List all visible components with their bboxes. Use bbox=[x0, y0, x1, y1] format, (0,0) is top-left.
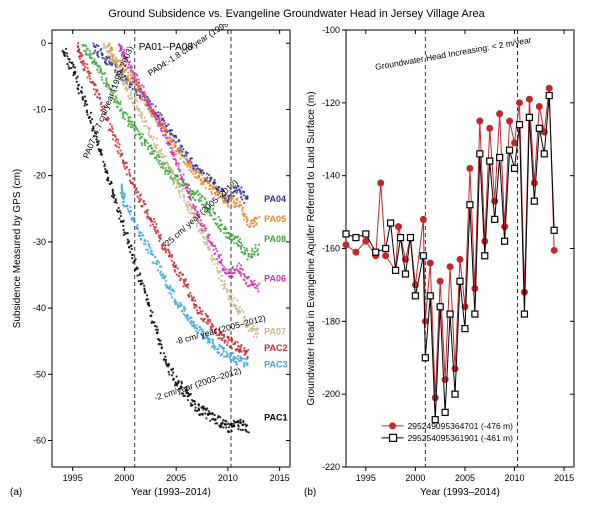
svg-text:PA06: PA06 bbox=[264, 274, 286, 284]
svg-text:2000: 2000 bbox=[114, 473, 134, 483]
panel-a: 1995 2000 2005 2010 2015 0 -10 -20 -30 -40 -50 -60 Y… bbox=[8, 24, 298, 499]
svg-text:-100: -100 bbox=[322, 25, 340, 35]
svg-text:-200: -200 bbox=[322, 389, 340, 399]
svg-text:2015: 2015 bbox=[270, 473, 290, 483]
svg-text:-120: -120 bbox=[322, 98, 340, 108]
svg-text:PA04: PA04 bbox=[264, 194, 286, 204]
svg-text:-40: -40 bbox=[33, 303, 46, 313]
svg-text:-220: -220 bbox=[322, 462, 340, 472]
svg-text:PAC3: PAC3 bbox=[264, 360, 287, 370]
svg-text:-160: -160 bbox=[322, 244, 340, 254]
svg-text:1995: 1995 bbox=[63, 473, 83, 483]
svg-text:2005: 2005 bbox=[166, 473, 186, 483]
svg-text:PAC2: PAC2 bbox=[264, 343, 287, 353]
svg-text:2010: 2010 bbox=[505, 473, 525, 483]
groundwater-chart: 1995 2000 2005 2010 2015 -100 -120 -140 -160 -180… bbox=[302, 24, 582, 499]
subsidence-chart: 1995 2000 2005 2010 2015 0 -10 -20 -30 -40 -50 -60 Y… bbox=[8, 24, 298, 499]
svg-text:2010: 2010 bbox=[218, 473, 238, 483]
svg-text:Year (1993–2014): Year (1993–2014) bbox=[131, 487, 211, 498]
svg-text:-180: -180 bbox=[322, 316, 340, 326]
panels: 1995 2000 2005 2010 2015 0 -10 -20 -30 -40 -50 -60 Y… bbox=[8, 24, 585, 499]
chart-title: Ground Subsidence vs. Evangeline Groundw… bbox=[8, 8, 585, 20]
panel-b: 1995 2000 2005 2010 2015 -100 -120 -140 -160 -180… bbox=[302, 24, 582, 499]
svg-text:Subsidence Measured by GPS (cm: Subsidence Measured by GPS (cm) bbox=[12, 169, 23, 329]
svg-text:(a): (a) bbox=[10, 487, 22, 498]
svg-text:(b): (b) bbox=[304, 487, 316, 498]
svg-text:295254095361901 (-461 m): 295254095361901 (-461 m) bbox=[408, 433, 514, 443]
svg-text:-10: -10 bbox=[33, 104, 46, 114]
svg-text:-30: -30 bbox=[33, 237, 46, 247]
svg-text:PA07: PA07 bbox=[264, 327, 286, 337]
svg-text:2000: 2000 bbox=[405, 473, 425, 483]
svg-text:1995: 1995 bbox=[356, 473, 376, 483]
svg-text:-60: -60 bbox=[33, 436, 46, 446]
svg-text:0: 0 bbox=[41, 38, 46, 48]
svg-text:Year (1993–2014): Year (1993–2014) bbox=[420, 487, 500, 498]
svg-text:Groundwater Head in Evangeline: Groundwater Head in Evangeline Aquifer R… bbox=[306, 91, 317, 405]
svg-text:PAC1: PAC1 bbox=[264, 413, 287, 423]
svg-text:PA05: PA05 bbox=[264, 214, 286, 224]
svg-text:-50: -50 bbox=[33, 369, 46, 379]
svg-text:2005: 2005 bbox=[455, 473, 475, 483]
svg-text:-20: -20 bbox=[33, 171, 46, 181]
svg-text:2015: 2015 bbox=[554, 473, 574, 483]
svg-text:PA08: PA08 bbox=[264, 234, 286, 244]
svg-text:-140: -140 bbox=[322, 171, 340, 181]
svg-text:295249095364701 (-476 m): 295249095364701 (-476 m) bbox=[408, 421, 514, 431]
